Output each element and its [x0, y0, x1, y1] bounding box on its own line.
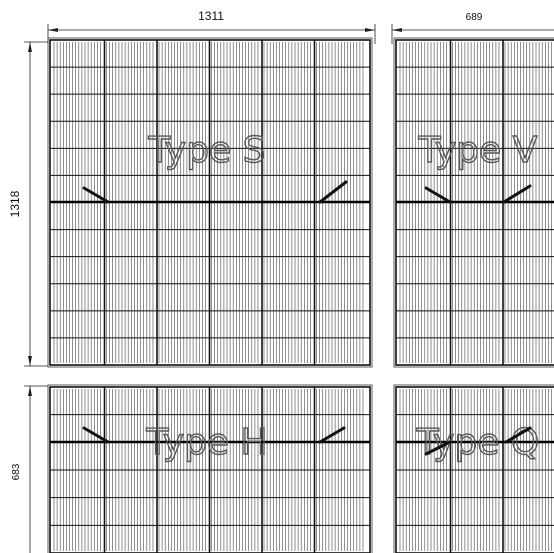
- height-full-label: 1318: [8, 190, 22, 217]
- dimension-left-top: 1318: [8, 41, 48, 367]
- dimension-top-right: 689: [391, 12, 554, 44]
- type-q-label: Type Q: [416, 422, 539, 463]
- cable-lead: [318, 180, 348, 204]
- dimension-left-bottom: 683: [11, 385, 48, 553]
- cable-lead: [502, 184, 532, 204]
- panel-type-h: [47, 384, 373, 553]
- cable-lead: [82, 186, 110, 204]
- type-v-label: Type V: [418, 130, 538, 171]
- cable-lead: [82, 426, 110, 444]
- panel-frame-outer: [393, 384, 554, 553]
- cable-lead: [318, 426, 346, 444]
- cable-lead: [424, 440, 452, 456]
- type-h-label: Type H: [145, 422, 267, 463]
- panel-frame-outer: [393, 37, 554, 368]
- panel-frame-outer: [47, 384, 373, 553]
- height-half-label: 683: [11, 463, 22, 480]
- type-s-label: Type S: [148, 130, 266, 171]
- width-half-label: 689: [466, 12, 483, 23]
- cable-lead: [504, 426, 532, 444]
- dimension-top-left: 1311: [47, 9, 376, 44]
- panel-type-q: [393, 384, 554, 553]
- panel-frame-outer: [47, 37, 373, 368]
- cable-leads: [82, 180, 532, 456]
- width-full-label: 1311: [198, 9, 224, 23]
- panel-type-s: [47, 37, 373, 368]
- cable-lead: [424, 186, 452, 204]
- panel-type-v: [393, 37, 554, 368]
